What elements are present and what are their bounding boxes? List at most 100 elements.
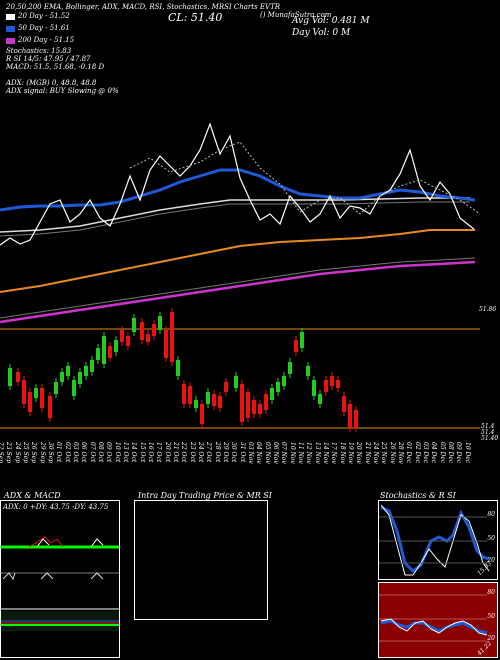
date-tick: 03 Dec <box>422 442 429 464</box>
candle-up <box>54 382 58 394</box>
candle-up <box>194 400 198 408</box>
price-level-top: 51.86 <box>479 306 497 313</box>
dma20-swatch <box>6 14 15 20</box>
date-tick: 09 Dec <box>455 442 463 464</box>
date-tick: 05 Dec <box>438 442 446 464</box>
stoch-axis-50: 50 <box>487 535 495 542</box>
date-tick: 30 Oct <box>230 442 238 463</box>
candle-up <box>234 376 238 388</box>
date-tick: 24 Oct <box>197 442 204 463</box>
date-tick: 01 Oct <box>55 442 63 463</box>
candle-down <box>182 384 186 404</box>
date-tick: 10 Oct <box>113 442 121 463</box>
candle-up <box>300 332 304 348</box>
date-tick: 08 Oct <box>97 442 104 463</box>
candle-down <box>146 334 150 342</box>
date-tick: 25 Nov <box>380 442 388 464</box>
adx-values: ADX: 0 +DY: 43.75 -DY: 43.75 <box>3 503 109 511</box>
bollinger-upper-line <box>0 197 470 233</box>
candle-up <box>288 362 292 374</box>
dma50-line <box>0 168 476 212</box>
date-tick: 13 Nov <box>313 442 321 464</box>
date-tick: 23 Sep <box>5 442 13 464</box>
date-tick: 15 Oct <box>138 442 146 463</box>
date-tick: 21 Nov <box>363 442 371 464</box>
date-tick: 18 Nov <box>338 442 346 464</box>
candle-up <box>72 380 76 396</box>
dma20-line <box>0 122 476 246</box>
rsi-label: R SI 14/5: 47.95 / 47.87 <box>6 55 91 63</box>
date-tick: 14 Nov <box>322 442 329 464</box>
candle-down <box>126 336 130 346</box>
date-tick: 09 Oct <box>105 442 113 463</box>
candle-down <box>240 384 244 422</box>
candle-up <box>276 382 280 392</box>
candle-down <box>336 380 340 388</box>
stoch-label: Stochastics: 15.83 <box>6 47 72 55</box>
date-tick: 20 Oct <box>163 442 171 463</box>
date-tick: 28 Oct <box>213 442 221 463</box>
candle-down <box>120 330 124 342</box>
candle-up <box>312 380 316 396</box>
date-tick: 30 Sep <box>47 442 54 464</box>
candle-down <box>252 400 256 414</box>
date-tick: 10 Nov <box>288 442 296 464</box>
candle-up <box>60 372 64 382</box>
date-tick: 17 Oct <box>155 442 163 463</box>
date-tick: 02 Oct <box>63 442 71 463</box>
candle-down <box>224 382 228 392</box>
purple-band-line <box>0 260 476 324</box>
candle-up <box>114 340 118 352</box>
candle-up <box>176 360 180 376</box>
day-vol-label: Day Vol: 0 M <box>292 28 351 38</box>
adx-macd-title: ADX & MACD <box>4 491 61 500</box>
date-tick: 01 Dec <box>405 442 413 464</box>
candle-down <box>246 392 250 418</box>
company-label: () MunafaSutra.com <box>260 11 332 19</box>
candle-down <box>16 372 20 382</box>
candle-down <box>22 380 26 404</box>
date-tick: 23 Oct <box>188 442 196 463</box>
adx-signal-label: ADX signal: BUY Slowing @ 0% <box>6 87 119 95</box>
candle-up <box>66 366 70 376</box>
candle-up <box>206 392 210 404</box>
dma50-swatch <box>6 26 15 32</box>
stochastics-panel: 80 50 20 15.83 <box>378 500 498 580</box>
date-tick: 03 Oct <box>72 442 79 463</box>
intraday-panel <box>134 500 268 620</box>
date-tick: 11 Nov <box>297 442 304 464</box>
candle-up <box>84 366 88 376</box>
candle-up <box>132 318 136 332</box>
dma50-label: 50 Day - 51.61 <box>18 24 70 32</box>
candle-down <box>40 388 44 408</box>
price-level-close2: 51.4 <box>481 429 495 436</box>
date-tick: 08 Dec <box>447 442 454 464</box>
stoch-axis-20: 20 <box>487 557 495 564</box>
bollinger-lower-line <box>0 201 470 237</box>
mrsi-axis-50: 50 <box>487 613 495 620</box>
date-tick: 04 Nov <box>255 442 263 464</box>
stoch-rsi-title: Stochastics & R SI <box>380 491 456 500</box>
date-tick: 17 Nov <box>330 442 338 464</box>
macd-label: MACD: 51.5, 51.68, -0.18 D <box>6 63 105 71</box>
dma200-label: 200 Day - 51.15 <box>18 36 75 44</box>
candle-down <box>354 410 358 428</box>
candle-down <box>28 392 32 412</box>
candle-down <box>342 396 346 412</box>
close-label: CL: 51.40 <box>168 11 223 24</box>
date-tick: 03 Nov <box>247 442 254 464</box>
mrsi-axis-80: 80 <box>487 589 495 596</box>
candle-up <box>158 316 162 330</box>
bollinger-mid-line <box>129 141 481 215</box>
candle-up <box>102 336 106 364</box>
candle-up <box>34 388 38 398</box>
dma20-label: 20 Day - 51.52 <box>18 12 70 20</box>
candle-up <box>96 348 100 360</box>
date-tick: 16 Oct <box>147 442 154 463</box>
candle-up <box>306 366 310 376</box>
date-tick: 12 Nov <box>305 442 313 464</box>
candle-up <box>270 388 274 400</box>
date-tick: 04 Dec <box>430 442 438 464</box>
date-tick: 26 Nov <box>388 442 396 464</box>
candle-up <box>318 394 322 404</box>
